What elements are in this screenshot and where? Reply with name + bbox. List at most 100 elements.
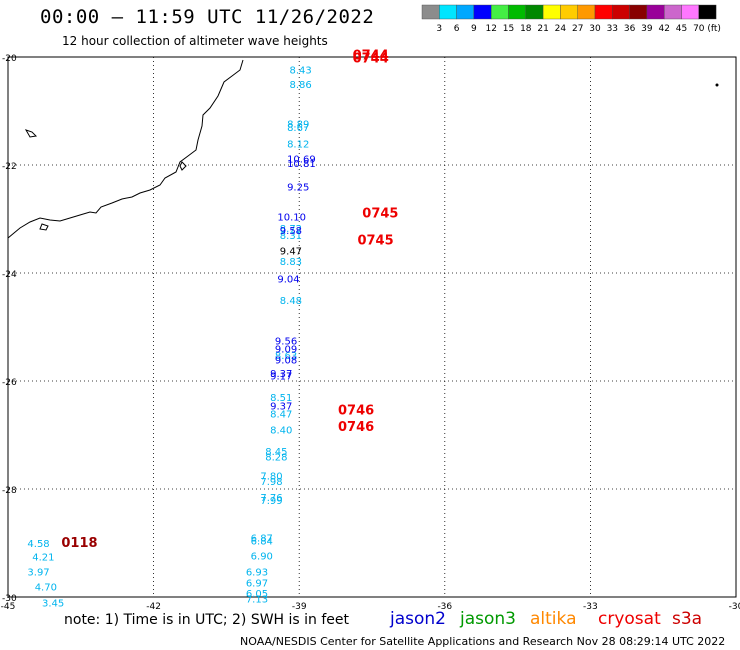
- wave-height-label: 8.67: [287, 123, 309, 134]
- colorbar-label: 9: [471, 24, 477, 34]
- wave-height-label: 9.58: [280, 226, 302, 237]
- colorbar-swatch: [698, 4, 717, 20]
- colorbar-label: 24: [555, 24, 567, 34]
- wave-height-label: 6.87: [251, 534, 273, 545]
- wave-height-label: 10.81: [287, 159, 316, 170]
- wave-height-label: 9.37: [270, 401, 292, 412]
- pass-time-label: 0745: [362, 207, 398, 222]
- wave-height-label: 8.43: [289, 65, 311, 76]
- wave-height-label: 8.40: [270, 426, 292, 437]
- wave-height-label: 7.98: [260, 477, 282, 488]
- wave-height-label: 7.76: [260, 493, 282, 504]
- y-tick-label: -30: [2, 594, 17, 604]
- satellite-legend-item: jason3: [460, 609, 516, 629]
- pass-time-label: 0744: [353, 48, 389, 63]
- colorbar-label: 12: [485, 24, 496, 34]
- colorbar-unit: (ft): [707, 24, 721, 34]
- island-path: [179, 161, 187, 171]
- colorbar-label: 70: [693, 24, 705, 34]
- plot-area: -45 -42 -39 -36 -33 -30 -20 -22 -24 -26 -28 -30 8.43…: [1, 48, 740, 610]
- footer-credit: NOAA/NESDIS Center for Satellite Applica…: [240, 635, 726, 648]
- wave-height-label: 6.05: [246, 589, 268, 600]
- wave-height-label: 7.99: [260, 496, 282, 507]
- colorbar-label: 15: [503, 24, 514, 34]
- wave-height-label: 9.17: [270, 372, 292, 383]
- satellite-legend-item: jason2: [390, 609, 446, 629]
- satellite-legend-item: cryosat: [598, 609, 661, 629]
- colorbar-label: 30: [589, 24, 601, 34]
- x-tick-label: -36: [437, 602, 452, 610]
- colorbar-label: 21: [537, 24, 548, 34]
- wave-height-label: 4.21: [32, 553, 54, 564]
- wave-height-label: 9.47: [280, 246, 302, 257]
- colorbar-label: 6: [454, 24, 460, 34]
- y-tick-label: -28: [2, 486, 17, 496]
- grid: [7, 56, 737, 598]
- wave-height-label: 10.10: [277, 212, 306, 223]
- x-tick-label: -39: [292, 602, 307, 610]
- colorbar-label: 45: [676, 24, 687, 34]
- wave-height-label: 8.63: [275, 351, 297, 362]
- y-tick-label: -20: [2, 54, 17, 64]
- wave-height-label: 8.47: [270, 409, 292, 420]
- wave-height-label: 9.04: [277, 274, 299, 285]
- wave-height-label: 9.56: [275, 337, 297, 348]
- pass-time-label: 0118: [61, 536, 97, 551]
- colorbar-label: 18: [520, 24, 532, 34]
- chart-subtitle: 12 hour collection of altimeter wave hei…: [62, 34, 328, 48]
- coastline-path: [7, 59, 244, 239]
- plot-frame: [7, 56, 737, 598]
- wave-height-label: 8.51: [270, 393, 292, 404]
- chart-title: 00:00 – 11:59 UTC 11/26/2022: [40, 6, 375, 28]
- wave-height-label: 10.69: [287, 155, 316, 166]
- colorbar-label: 27: [572, 24, 583, 34]
- wave-height-label: 6.90: [251, 551, 273, 562]
- colorbar-legend: 3 6 9 12 15 18 21 24 27 30 33 36 39 42 45 70 (ft): [421, 4, 721, 34]
- wave-height-label: 8.86: [289, 80, 311, 91]
- satellite-legend-item: s3a: [672, 609, 703, 629]
- wave-height-label: 8.89: [287, 119, 309, 130]
- x-tick-label: -33: [583, 602, 598, 610]
- colorbar-label: 3: [436, 24, 442, 34]
- wave-height-label: 3.97: [27, 568, 49, 579]
- colorbar-label: 42: [658, 24, 669, 34]
- colorbar-label: 36: [624, 24, 636, 34]
- wave-height-label: 9.08: [275, 355, 297, 366]
- wave-height-label: 8.28: [265, 453, 287, 464]
- wave-height-label: 6.84: [251, 536, 273, 547]
- wave-height-label: 8.12: [287, 139, 309, 150]
- colorbar-label: 39: [641, 24, 653, 34]
- pass-time-label: 0744: [353, 52, 389, 67]
- wave-height-label: 7.13: [246, 595, 268, 606]
- wave-height-label: 9.37: [270, 369, 292, 380]
- island-dot: [715, 83, 719, 87]
- wave-height-label: 8.45: [265, 447, 287, 458]
- wave-height-label: 4.70: [35, 583, 57, 594]
- wave-height-label: 6.97: [246, 578, 268, 589]
- x-tick-label: -30: [729, 602, 740, 610]
- pass-time-label: 0745: [357, 234, 393, 249]
- y-tick-label: -22: [2, 162, 17, 172]
- wave-height-label: 9.25: [287, 183, 309, 194]
- y-tick-label: -24: [2, 270, 17, 280]
- wave-height-label: 8.31: [280, 231, 302, 242]
- wave-height-label: 7.80: [260, 472, 282, 483]
- colorbar-label: 33: [607, 24, 618, 34]
- x-tick-label: -45: [1, 602, 16, 610]
- pass-time-label: 0746: [338, 420, 374, 435]
- coastline-map: [7, 59, 719, 239]
- wave-height-label: 9.09: [275, 345, 297, 356]
- wave-height-label: 8.83: [280, 257, 302, 268]
- wave-height-label: 8.72: [280, 224, 302, 235]
- y-tick-label: -26: [2, 378, 17, 388]
- wave-height-label: 4.58: [27, 539, 49, 550]
- island-path: [24, 129, 38, 138]
- wave-height-label: 8.48: [280, 296, 302, 307]
- x-tick-label: -42: [146, 602, 161, 610]
- wave-height-label: 6.93: [246, 568, 268, 579]
- pass-time-label: 0746: [338, 404, 374, 419]
- island-path: [39, 223, 49, 231]
- satellite-legend-item: altika: [530, 609, 577, 629]
- wave-height-label: 3.45: [42, 598, 64, 609]
- footer-note: note: 1) Time is in UTC; 2) SWH is in fe…: [64, 612, 350, 628]
